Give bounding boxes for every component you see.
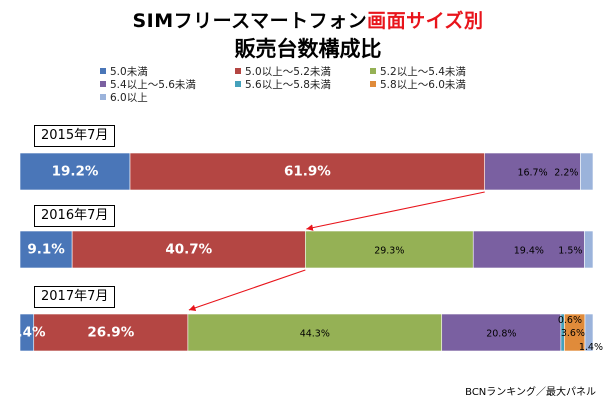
label-r0-s0: 19.2% — [52, 164, 99, 180]
label-r2-s5: 3.6% — [561, 328, 585, 339]
year-label-2015: 2015年7月 — [34, 125, 116, 147]
year-label-2017: 2017年7月 — [34, 286, 116, 308]
legend-item-5: 5.8以上～6.0未満 — [370, 79, 466, 92]
bar-r2-s6 — [584, 313, 594, 352]
bar-r1-s6 — [584, 230, 594, 269]
label-r2-s0: 2.4% — [8, 325, 46, 341]
legend-swatch-3 — [100, 81, 106, 87]
legend-swatch-4 — [235, 81, 241, 87]
label-r1-s1: 40.7% — [165, 242, 212, 258]
legend-swatch-1 — [235, 68, 241, 74]
bar-r2-s3 — [441, 313, 562, 352]
legend-label-3: 5.4以上～5.6未満 — [110, 79, 196, 91]
bar-r0-s6 — [580, 152, 594, 191]
label-r2-s6: 1.4% — [579, 342, 603, 353]
legend-item-3: 5.4以上～5.6未満 — [100, 79, 196, 92]
legend-item-0: 5.0未満 — [100, 66, 148, 79]
legend-swatch-0 — [100, 68, 106, 74]
legend-label-2: 5.2以上～5.4未満 — [380, 66, 466, 78]
label-r0-s3: 16.7% — [517, 168, 547, 179]
label-r1-s6: 1.5% — [558, 246, 582, 257]
legend-item-2: 5.2以上～5.4未満 — [370, 66, 466, 79]
bar-r0-s1 — [129, 152, 486, 191]
bar-r1-s3 — [472, 230, 585, 269]
label-r1-s3: 19.4% — [514, 246, 544, 257]
chart-title-line1: SIMフリースマートフォン画面サイズ別 — [0, 6, 616, 33]
legend-swatch-2 — [370, 68, 376, 74]
bar-r1-s2 — [305, 230, 474, 269]
legend-label-5: 5.8以上～6.0未満 — [380, 79, 466, 91]
legend-label-6: 6.0以上 — [110, 92, 148, 104]
legend-label-4: 5.6以上～5.8未満 — [245, 79, 331, 91]
source-credit: BCNランキング／最大パネル — [465, 387, 596, 398]
chart-title-prefix: SIMフリースマートフォン — [132, 10, 368, 32]
legend-label-1: 5.0以上～5.2未満 — [245, 66, 331, 78]
label-r1-s2: 29.3% — [374, 246, 404, 257]
bar-r1-s1 — [71, 230, 306, 269]
trend-arrow-0 — [306, 191, 485, 231]
trend-arrow-1 — [188, 269, 306, 311]
chart-title-highlight: 画面サイズ別 — [367, 10, 484, 32]
year-label-2016: 2016年7月 — [34, 205, 116, 227]
bar-r1-s0 — [19, 230, 73, 269]
legend-label-0: 5.0未満 — [110, 66, 148, 78]
label-r0-s6: 2.2% — [554, 168, 578, 179]
legend-item-6: 6.0以上 — [100, 92, 148, 105]
label-r2-s4: 0.6% — [558, 315, 582, 326]
label-r1-s0: 9.1% — [27, 242, 65, 258]
legend-swatch-6 — [100, 94, 106, 100]
legend-item-1: 5.0以上～5.2未満 — [235, 66, 331, 79]
bar-r0-s3 — [484, 152, 581, 191]
label-r2-s2: 44.3% — [300, 329, 330, 340]
chart-title-line2: 販売台数構成比 — [234, 37, 382, 61]
label-r2-s1: 26.9% — [87, 325, 134, 341]
legend-swatch-5 — [370, 81, 376, 87]
label-r2-s3: 20.8% — [486, 329, 516, 340]
label-r0-s1: 61.9% — [284, 164, 331, 180]
legend-item-4: 5.6以上～5.8未満 — [235, 79, 331, 92]
bar-r0-s0 — [19, 152, 131, 191]
